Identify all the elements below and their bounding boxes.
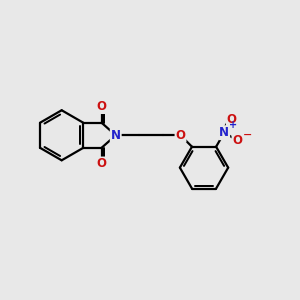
Text: −: − xyxy=(242,130,252,140)
Text: O: O xyxy=(227,113,237,126)
Text: N: N xyxy=(111,129,121,142)
Text: N: N xyxy=(219,126,229,139)
Text: O: O xyxy=(232,134,242,147)
Text: +: + xyxy=(229,120,237,130)
Text: O: O xyxy=(97,158,106,170)
Text: O: O xyxy=(176,129,185,142)
Text: O: O xyxy=(97,100,106,113)
